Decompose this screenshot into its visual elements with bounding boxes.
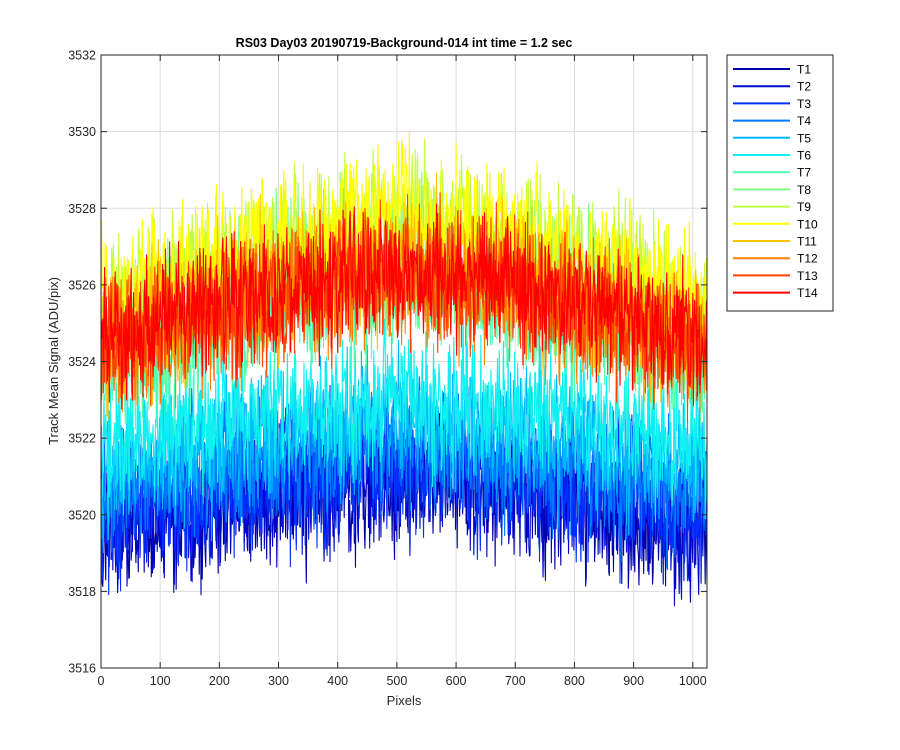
legend-label-t13: T13 xyxy=(797,269,818,283)
y-tick-label: 3522 xyxy=(68,432,96,446)
legend-box xyxy=(726,54,834,312)
legend-label-t5: T5 xyxy=(797,131,811,145)
plot-area: 0 100 200 300 400 500 600 700 800 900 1000 3516 3518… xyxy=(68,49,708,688)
y-tick-label: 3528 xyxy=(68,202,96,216)
legend-items: T1 T2 T3 T4 T5 T6 T7 T8 T9 T10 T11 T12 T13 T14 xyxy=(733,63,818,300)
y-tick-label: 3532 xyxy=(68,49,96,63)
x-tick-label: 300 xyxy=(268,674,289,688)
x-axis-label: Pixels xyxy=(387,693,422,708)
x-tick-label: 600 xyxy=(446,674,467,688)
legend-label-t3: T3 xyxy=(797,97,811,111)
series-layer xyxy=(100,131,708,607)
legend-label-t10: T10 xyxy=(797,217,818,231)
series-line-t10 xyxy=(100,131,708,384)
x-tick-label: 0 xyxy=(98,674,105,688)
y-axis-label: Track Mean Signal (ADU/pix) xyxy=(46,277,61,445)
y-tick-label: 3520 xyxy=(68,508,96,522)
chart-title: RS03 Day03 20190719-Background-014 int t… xyxy=(236,36,573,50)
legend-label-t11: T11 xyxy=(797,235,817,249)
legend-label-t8: T8 xyxy=(797,183,811,197)
ticks: 0 100 200 300 400 500 600 700 800 900 1000 3516 3518… xyxy=(68,49,707,688)
x-tick-label: 900 xyxy=(623,674,644,688)
legend-label-t12: T12 xyxy=(797,252,818,266)
x-tick-label: 700 xyxy=(505,674,526,688)
legend-label-t9: T9 xyxy=(797,200,811,214)
legend-label-t14: T14 xyxy=(797,286,818,300)
legend-label-t4: T4 xyxy=(797,114,811,128)
legend-label-t7: T7 xyxy=(797,166,811,180)
legend: T1 T2 T3 T4 T5 T6 T7 T8 T9 T10 T11 T12 T13 T14 xyxy=(726,54,834,312)
y-tick-label: 3524 xyxy=(68,355,96,369)
x-tick-label: 800 xyxy=(564,674,585,688)
x-tick-label: 1000 xyxy=(679,674,707,688)
y-tick-label: 3518 xyxy=(68,585,96,599)
legend-label-t2: T2 xyxy=(797,80,811,94)
y-tick-label: 3516 xyxy=(68,662,96,676)
series-line-t6 xyxy=(100,316,708,541)
x-tick-label: 100 xyxy=(150,674,171,688)
x-tick-label: 500 xyxy=(386,674,407,688)
series-line-t14 xyxy=(100,203,708,410)
x-tick-label: 200 xyxy=(209,674,230,688)
legend-label-t6: T6 xyxy=(797,149,811,163)
y-tick-label: 3530 xyxy=(68,125,96,139)
legend-label-t1: T1 xyxy=(797,63,811,77)
y-tick-label: 3526 xyxy=(68,278,96,292)
x-tick-label: 400 xyxy=(327,674,348,688)
